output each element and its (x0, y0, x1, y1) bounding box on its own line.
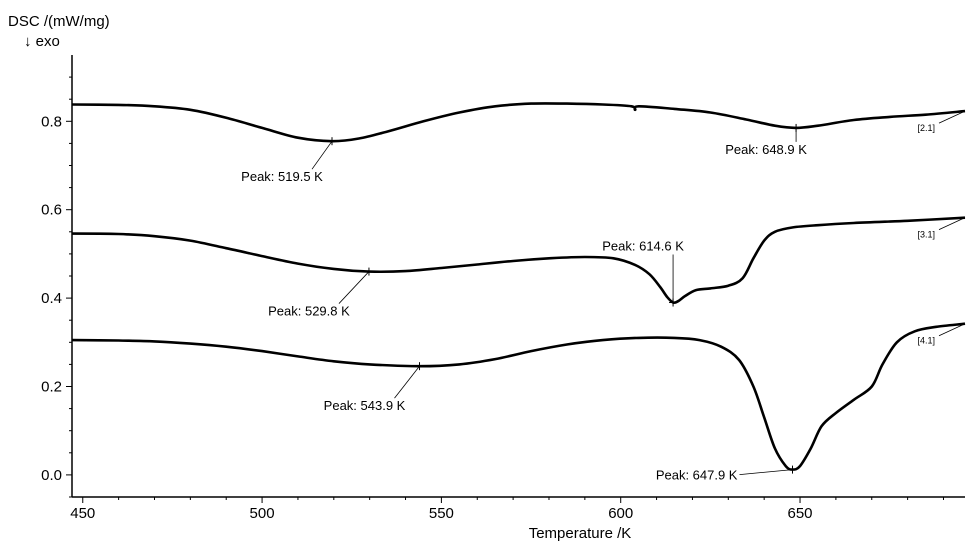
peak-label: Peak: 519.5 K (241, 169, 323, 184)
peak-annotations: Peak: 519.5 K Peak: 648.9 K [2.1] Peak: 529… (241, 110, 966, 483)
curve-label-leader (938, 110, 966, 124)
x-tick-label: 450 (70, 505, 95, 522)
curve-id-label: [4.1] (917, 336, 935, 346)
y-axis-exo-note: ↓ exo (24, 33, 60, 50)
peak-label: Peak: 529.8 K (268, 304, 350, 319)
peak-label: Peak: 647.9 K (656, 468, 738, 483)
y-axis-title: DSC /(mW/mg) (8, 13, 110, 30)
curve-label-leader (938, 323, 966, 337)
curve-0 (71, 102, 966, 143)
peak-label: Peak: 543.9 K (324, 398, 406, 413)
peak-leader-line (394, 365, 420, 399)
peak-leader-line (311, 140, 333, 170)
y-tick-label: 0.0 (41, 467, 62, 484)
y-tick-label: 0.6 (41, 202, 62, 219)
peak-leader-line (739, 469, 793, 475)
y-tick-label: 0.4 (41, 290, 62, 307)
y-tick-label: 0.2 (41, 379, 62, 396)
peak-label: Peak: 648.9 K (725, 142, 807, 157)
x-tick-label: 650 (788, 505, 813, 522)
curve-id-label: [2.1] (917, 123, 935, 133)
curve-1 (71, 216, 966, 305)
y-tick-label: 0.8 (41, 113, 62, 130)
x-tick-label: 500 (250, 505, 275, 522)
peak-leader-line (338, 271, 370, 304)
curves (71, 102, 966, 471)
axes: 450 500 550 600 650 0.0 0.2 0.4 0.6 0.8 (41, 55, 965, 522)
peak-label: Peak: 614.6 K (602, 239, 684, 254)
x-tick-label: 550 (429, 505, 454, 522)
x-axis-title: Temperature /K (529, 525, 632, 542)
x-tick-label: 600 (608, 505, 633, 522)
curve-2 (71, 322, 966, 471)
curve-id-label: [3.1] (917, 230, 935, 240)
curve-label-leader (938, 217, 966, 231)
